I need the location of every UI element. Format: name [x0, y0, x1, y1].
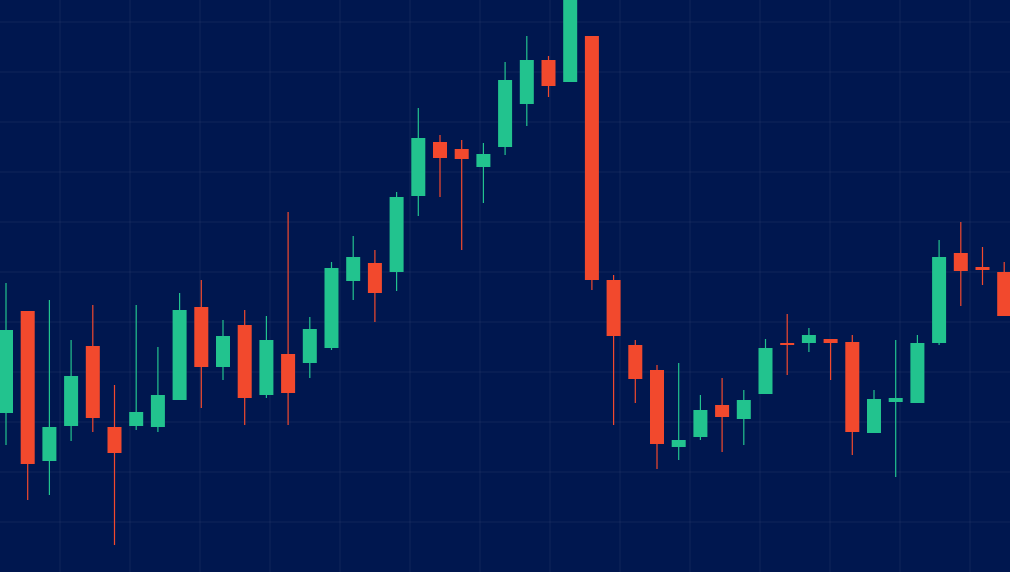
candle-body	[932, 257, 947, 343]
candle-body	[150, 395, 165, 427]
candle-body	[389, 197, 404, 272]
candle-body	[628, 345, 643, 379]
candle-body	[563, 0, 578, 82]
candle-body	[64, 376, 79, 426]
candle-body	[42, 427, 57, 461]
candle-body	[237, 325, 252, 398]
candle-body	[367, 263, 382, 293]
candle-body	[498, 80, 513, 147]
candle-body	[953, 253, 968, 271]
candle-body	[910, 343, 925, 403]
candle-body	[780, 343, 795, 345]
candle-body	[433, 142, 447, 158]
candle-body	[758, 348, 773, 394]
candle-body	[411, 138, 426, 196]
candle-body	[259, 340, 274, 395]
candle-body	[281, 354, 296, 393]
candle-body	[476, 154, 491, 167]
candle-body	[216, 336, 230, 367]
candle-body	[194, 307, 209, 367]
candle-body	[541, 60, 556, 86]
candle-body	[346, 257, 361, 281]
candle-body	[302, 329, 317, 363]
candle-body	[975, 267, 990, 270]
candle-body	[172, 310, 187, 400]
candle-body	[584, 36, 599, 280]
candle-body	[693, 410, 708, 437]
candle-body	[715, 405, 730, 417]
candle-body	[801, 335, 816, 343]
candle-body	[845, 342, 860, 432]
candle-body	[454, 149, 469, 159]
candle-body	[823, 339, 838, 343]
candle-body	[107, 427, 122, 453]
candle-body	[519, 60, 534, 104]
candle-body	[997, 272, 1010, 316]
candle-body	[736, 400, 751, 419]
candle-body	[0, 330, 13, 413]
candle-body	[671, 440, 686, 447]
candle-body	[888, 398, 903, 402]
candle-body	[85, 346, 100, 418]
candle-body	[867, 399, 881, 433]
candle-body	[324, 268, 339, 348]
candle-body	[650, 370, 664, 444]
candle-body	[20, 311, 35, 464]
candle-body	[606, 280, 621, 336]
candle-body	[129, 412, 144, 426]
